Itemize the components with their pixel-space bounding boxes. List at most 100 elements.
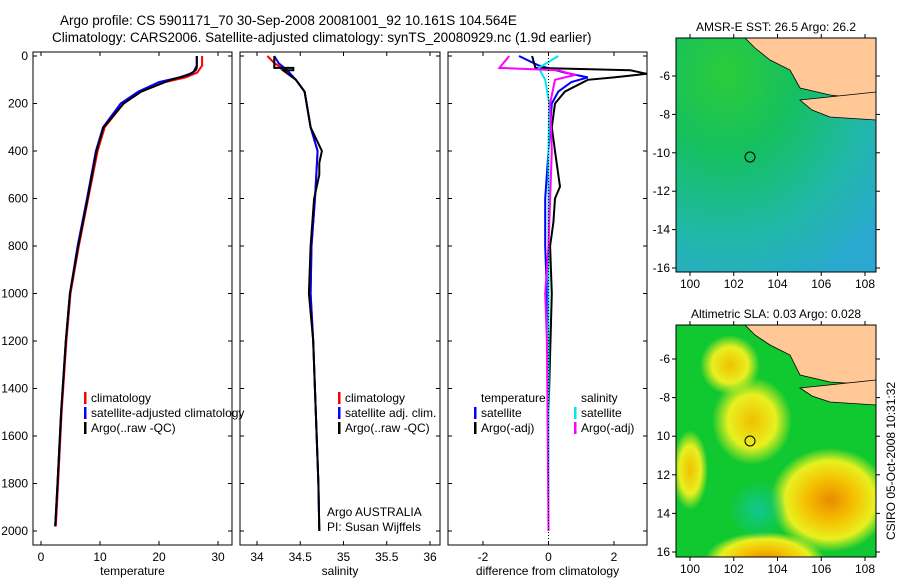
- legend-label: satellite: [581, 406, 622, 420]
- y-tick-label: 400: [8, 144, 28, 158]
- pi-annotation: PI: Susan Wijffels: [327, 520, 421, 534]
- map-y-tick-label: 16: [657, 545, 671, 559]
- sumatra-land: [744, 325, 876, 386]
- map-x-tick-label: 102: [724, 277, 744, 291]
- y-tick-label: 1800: [1, 477, 28, 491]
- legend-swatch: [338, 392, 341, 404]
- map-y-tick-label: -6: [659, 352, 670, 366]
- legend-title: salinity: [581, 391, 618, 405]
- sst-map-title: AMSR-E SST: 26.5 Argo: 26.2: [696, 20, 856, 34]
- series-line-climatology: [54, 56, 204, 527]
- argo-location-marker: [744, 151, 756, 163]
- series-line-satellite-adj-clim-: [273, 55, 321, 532]
- legend-label: satellite: [481, 406, 522, 420]
- panel-frame: [447, 51, 648, 546]
- y-tick-label: 1200: [1, 334, 28, 348]
- legend-label: climatology: [345, 391, 405, 405]
- map-y-tick-label: -14: [653, 223, 671, 237]
- legend-label: Argo(-adj): [481, 421, 534, 435]
- map-x-tick-label: 108: [855, 277, 875, 291]
- x-axis-label: temperature: [100, 564, 165, 578]
- float-annotation: Argo AUSTRALIA: [327, 505, 422, 519]
- map-x-tick-label: 100: [680, 562, 700, 576]
- legend-label: satellite adj. clim.: [345, 406, 436, 420]
- map-x-tick-label: 108: [855, 562, 875, 576]
- x-tick-label: 34: [250, 550, 264, 564]
- legend-swatch: [474, 407, 477, 419]
- panel-frame: [239, 51, 441, 546]
- map-y-tick-label: -6: [659, 69, 670, 83]
- legend-swatch: [84, 392, 87, 404]
- x-tick-label: 34.5: [289, 550, 313, 564]
- series-line-argo-raw-qc-: [273, 56, 323, 532]
- map-y-tick-label: -12: [653, 184, 671, 198]
- map-x-tick-label: 102: [724, 562, 744, 576]
- figure-title-line2: Climatology: CARS2006. Satellite-adjuste…: [52, 30, 592, 45]
- series-line-temperature-argo-adj-: [531, 55, 648, 531]
- profile-panel-2: 34 34.5 35 35.5 36 salinity: [239, 51, 441, 578]
- map-y-tick-label: 12: [657, 468, 671, 482]
- sst-map: [676, 38, 876, 272]
- x-tick-label: 0: [545, 550, 552, 564]
- legend-swatch: [84, 407, 87, 419]
- x-tick-label: 35.5: [375, 550, 399, 564]
- x-tick-label: 35: [337, 550, 351, 564]
- map-x-tick-label: 106: [811, 277, 831, 291]
- x-tick-label: 2: [611, 550, 618, 564]
- legend-swatch: [574, 422, 577, 434]
- map-y-tick-label: -8: [659, 391, 670, 405]
- map-x-tick-label: 104: [767, 562, 787, 576]
- y-tick-label: 2000: [1, 524, 28, 538]
- java-land: [799, 91, 876, 121]
- legend-swatch: [84, 422, 87, 434]
- credit-timestamp: CSIRO 05-Oct-2008 10:31:32: [884, 382, 898, 540]
- map-y-tick-label: -8: [659, 107, 670, 121]
- y-tick-label: 1600: [1, 429, 28, 443]
- y-tick-label: 200: [8, 97, 28, 111]
- legend-swatch: [338, 422, 341, 434]
- legend-title: temperature: [481, 391, 546, 405]
- sla-map-title: Altimetric SLA: 0.03 Argo: 0.028: [691, 307, 861, 321]
- argo-location-marker: [744, 435, 756, 447]
- x-axis-label: difference from climatology: [476, 564, 619, 578]
- sla-map: [676, 325, 876, 557]
- map-x-tick-label: 106: [811, 562, 831, 576]
- x-tick-label: 36: [423, 550, 437, 564]
- map-y-tick-label: 10: [657, 429, 671, 443]
- panel-frame: [32, 51, 233, 546]
- legend-swatch: [474, 422, 477, 434]
- legend-label: Argo(-adj): [581, 421, 634, 435]
- map-x-tick-label: 104: [767, 277, 787, 291]
- x-tick-label: 30: [211, 550, 225, 564]
- legend-label: Argo(..raw -QC): [91, 421, 176, 435]
- y-tick-label: 1400: [1, 382, 28, 396]
- java-land: [798, 379, 876, 406]
- map-y-tick-label: -10: [653, 146, 671, 160]
- series-line-argo-raw-qc-: [54, 56, 198, 527]
- sumatra-land: [744, 38, 876, 101]
- x-tick-label: 20: [152, 550, 166, 564]
- map-x-tick-label: 100: [680, 277, 700, 291]
- legend-label: satellite-adjusted climatology: [91, 406, 244, 420]
- y-tick-label: 0: [21, 49, 28, 63]
- y-tick-label: 600: [8, 192, 28, 206]
- series-line-salinity-argo-adj-: [497, 55, 579, 532]
- legend-label: climatology: [91, 391, 151, 405]
- map-y-tick-label: 14: [657, 506, 671, 520]
- sst-map-frame: [675, 37, 877, 273]
- x-axis-label: salinity: [322, 564, 359, 578]
- series-line-temperature-satellite: [518, 55, 589, 531]
- x-tick-label: -2: [478, 550, 489, 564]
- y-tick-label: 1000: [1, 287, 28, 301]
- x-tick-label: 0: [38, 550, 45, 564]
- profile-panel-1: 0 10 20 30 temperature: [32, 51, 233, 578]
- x-tick-label: 10: [93, 550, 107, 564]
- map-y-tick-label: -16: [653, 261, 671, 275]
- legend-swatch: [338, 407, 341, 419]
- legend-swatch: [574, 407, 577, 419]
- y-tick-label: 800: [8, 239, 28, 253]
- figure-title-line1: Argo profile: CS 5901171_70 30-Sep-2008 …: [60, 13, 517, 28]
